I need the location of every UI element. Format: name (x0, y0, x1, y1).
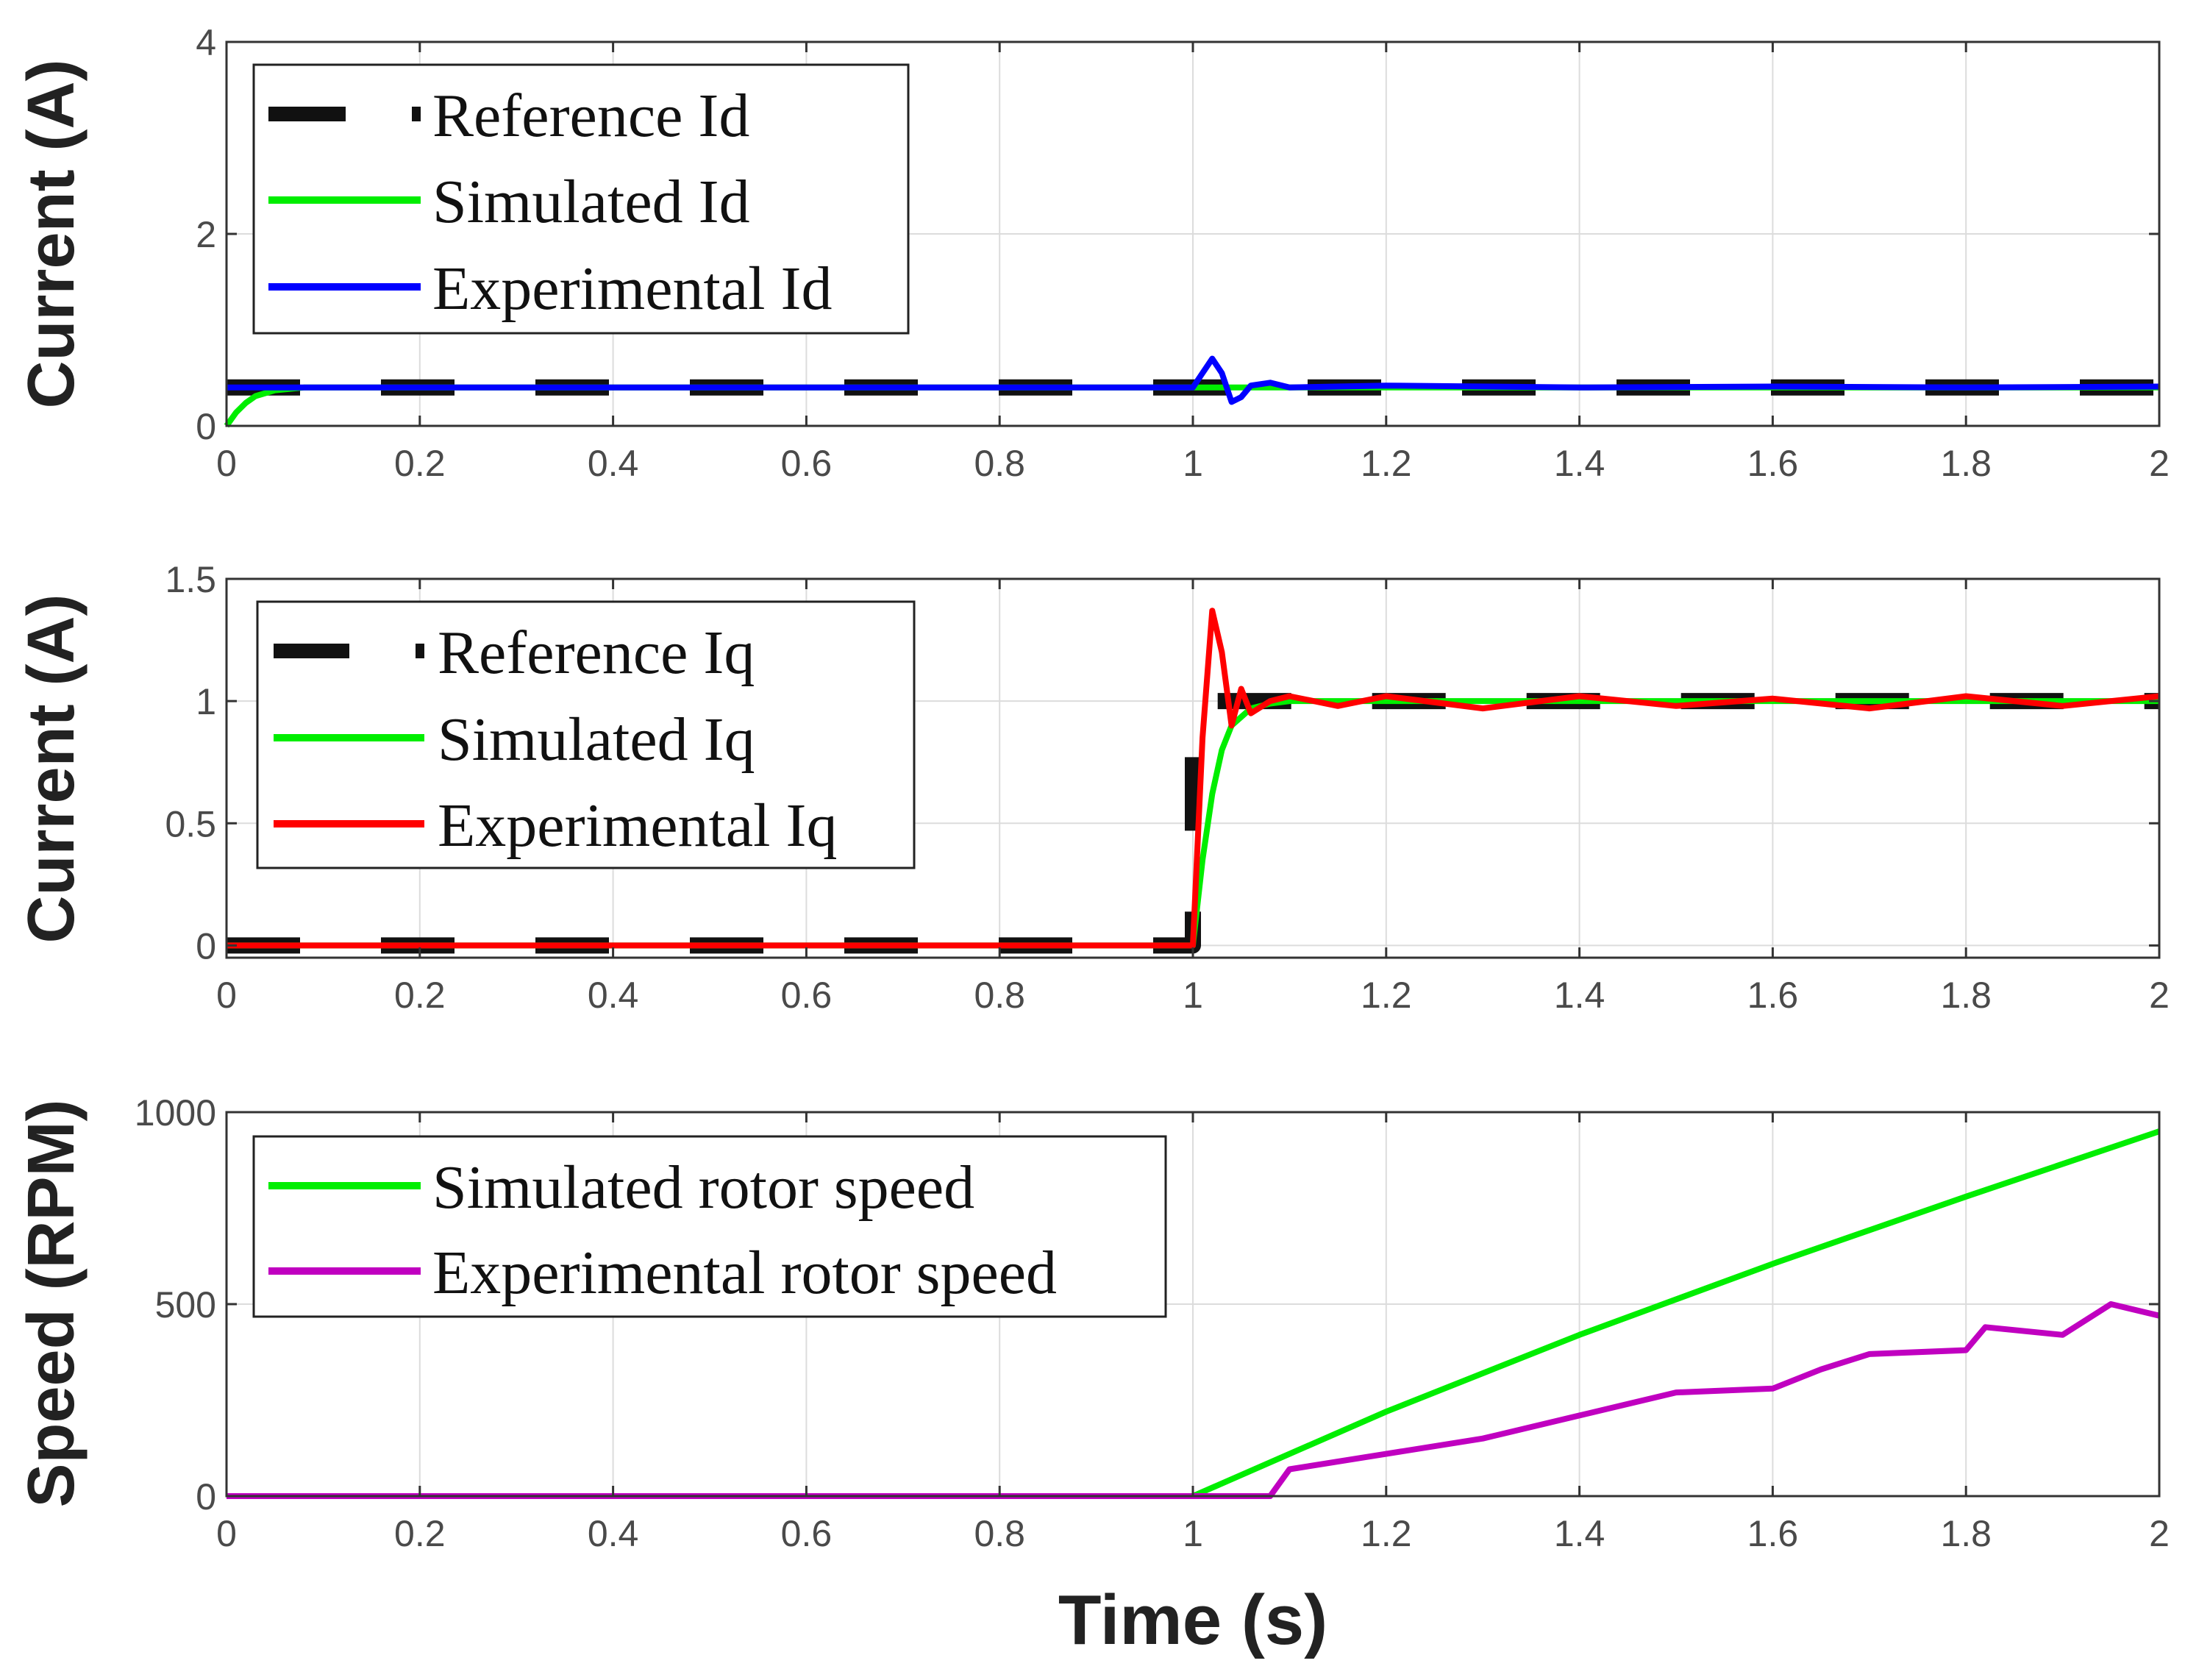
y-tick-label: 4 (196, 22, 216, 63)
y-tick-label: 0 (196, 1476, 216, 1517)
y-axis-label: Current (A) (15, 60, 88, 409)
legend-entry-simulated-iq: Simulated Iq (438, 705, 755, 774)
y-tick-label: 1000 (135, 1092, 216, 1133)
x-tick-label: 1.4 (1554, 1513, 1605, 1554)
x-tick-label: 0.4 (588, 1513, 639, 1554)
x-tick-label: 0.2 (394, 1513, 446, 1554)
y-tick-label: 1.5 (165, 559, 216, 600)
x-tick-label: 0.8 (974, 443, 1025, 484)
x-axis-label: Time (s) (1058, 1581, 1327, 1659)
x-tick-label: 0.8 (974, 1513, 1025, 1554)
legend: Reference Iq Simulated Iq Experimental I… (256, 600, 916, 869)
legend: Simulated rotor speed Experimental rotor… (252, 1135, 1167, 1318)
y-tick-label: 1 (196, 681, 216, 722)
x-tick-label: 0.8 (974, 975, 1025, 1016)
x-tick-label: 2 (2149, 975, 2170, 1016)
x-tick-label: 0 (216, 975, 237, 1016)
y-tick-label: 500 (155, 1284, 216, 1325)
series-line-experimental-iq (227, 608, 2160, 949)
legend: Reference Id Simulated Id Experimental I… (252, 63, 910, 335)
y-tick-label: 2 (196, 214, 216, 255)
series-line-experimental-id (227, 355, 2160, 405)
y-tick-label: 0 (196, 925, 216, 967)
y-tick-label: 0 (196, 406, 216, 447)
x-tick-label: 0.2 (394, 443, 446, 484)
x-tick-label: 0.6 (781, 443, 833, 484)
x-tick-label: 1.2 (1361, 975, 1412, 1016)
x-tick-label: 2 (2149, 443, 2170, 484)
x-tick-label: 1 (1183, 975, 1203, 1016)
x-tick-label: 1.6 (1747, 443, 1799, 484)
x-tick-label: 0 (216, 443, 237, 484)
x-tick-label: 0.2 (394, 975, 446, 1016)
series-line-experimental-rotor-speed (227, 1301, 2160, 1499)
x-tick-label: 1.2 (1361, 443, 1412, 484)
panel-speed: 0 0.2 0.4 0.6 0.8 1 1.2 1.4 1.6 1.8 2 0 500 1000 Spee… (15, 1092, 2170, 1554)
legend-entry-experimental-speed: Experimental rotor speed (432, 1239, 1057, 1307)
x-tick-label: 0.6 (781, 975, 833, 1016)
legend-entry-simulated-id: Simulated Id (432, 168, 750, 236)
panel-iq: 0 0.2 0.4 0.6 0.8 1 1.2 1.4 1.6 1.8 2 0 0.5 1 1.5 Curr… (15, 559, 2170, 1016)
x-tick-label: 0.6 (781, 1513, 833, 1554)
x-tick-label: 1.6 (1747, 1513, 1799, 1554)
y-axis-label: Speed (RPM) (15, 1099, 88, 1507)
x-tick-label: 1.6 (1747, 975, 1799, 1016)
legend-entry-experimental-id: Experimental Id (432, 255, 832, 323)
x-tick-label: 1.4 (1554, 975, 1605, 1016)
x-tick-label: 1 (1183, 1513, 1203, 1554)
x-tick-label: 1.8 (1940, 975, 1992, 1016)
legend-entry-reference-id: Reference Id (432, 82, 749, 150)
x-tick-label: 2 (2149, 1513, 2170, 1554)
x-tick-label: 1 (1183, 443, 1203, 484)
x-tick-label: 0.4 (588, 443, 639, 484)
legend-entry-simulated-speed: Simulated rotor speed (432, 1153, 974, 1222)
x-tick-label: 0.4 (588, 975, 639, 1016)
x-tick-label: 1.4 (1554, 443, 1605, 484)
panel-id: 0 0.2 0.4 0.6 0.8 1 1.2 1.4 1.6 1.8 2 0 2 4 Current (… (15, 22, 2170, 484)
x-tick-label: 1.8 (1940, 443, 1992, 484)
y-axis-label: Current (A) (15, 594, 88, 944)
x-tick-label: 1.2 (1361, 1513, 1412, 1554)
legend-entry-experimental-iq: Experimental Iq (438, 791, 837, 860)
y-tick-label: 0.5 (165, 803, 216, 844)
legend-entry-reference-iq: Reference Iq (438, 619, 755, 687)
x-tick-label: 1.8 (1940, 1513, 1992, 1554)
x-tick-label: 0 (216, 1513, 237, 1554)
